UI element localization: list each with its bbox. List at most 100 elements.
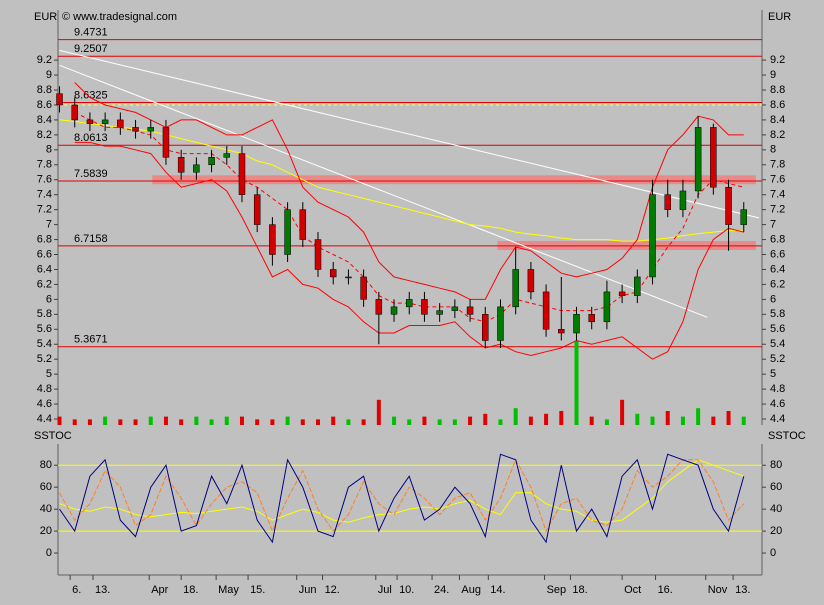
y-tick-label: 4.4 [770, 413, 785, 425]
y-tick-label: 4.8 [770, 383, 785, 395]
candle-body [86, 119, 94, 124]
y-tick-label: 20 [770, 525, 782, 537]
y-tick-label: 7.2 [770, 204, 785, 216]
level-label: 8.6325 [74, 89, 108, 101]
y-tick-label: 9.2 [37, 54, 52, 66]
y-tick-label: 7.6 [37, 174, 52, 186]
y-tick-label: 5.4 [770, 338, 785, 350]
volume-bar [209, 419, 214, 425]
y-tick-label: 7.8 [37, 159, 52, 171]
volume-bar [574, 341, 579, 425]
candle-body [269, 224, 276, 255]
x-tick-label: Oct [624, 584, 641, 596]
candle-body [253, 194, 261, 225]
y-tick-label: 6.8 [770, 233, 785, 245]
candle-body [512, 269, 519, 308]
candle-body [284, 209, 291, 255]
stoch-line [59, 459, 744, 523]
candle-body [208, 157, 215, 166]
axis-label-left: EUR [34, 11, 57, 23]
y-tick-label: 8.2 [770, 129, 785, 141]
volume-bar [498, 419, 503, 425]
axis-label-right: EUR [768, 11, 791, 23]
candle-body [132, 127, 139, 132]
y-tick-label: 6 [46, 293, 52, 305]
volume-bar [437, 419, 442, 425]
y-tick-label: 8.6 [37, 99, 52, 111]
candle-body [390, 306, 398, 315]
candle-body [679, 190, 687, 210]
y-tick-label: 80 [40, 459, 52, 471]
candle-body [527, 269, 535, 293]
candle-body [360, 276, 367, 300]
x-tick-label: Jul [378, 584, 392, 596]
candle-body [558, 329, 565, 334]
volume-bar [148, 416, 153, 425]
candle-body [436, 310, 443, 315]
y-tick-label: 7.8 [770, 159, 785, 171]
axis-label-right: SSTOC [768, 430, 806, 442]
candle-body [117, 119, 124, 128]
candle-body [299, 209, 307, 240]
volume-bar [239, 416, 244, 425]
x-tick-label: Aug [461, 584, 481, 596]
volume-bar [741, 416, 746, 425]
y-tick-label: 8 [770, 144, 776, 156]
band-upper [74, 82, 744, 300]
x-tick-label: May [218, 584, 239, 596]
volume-bar [133, 419, 138, 425]
volume-bar [361, 419, 366, 425]
x-tick-label: 12. [325, 584, 340, 596]
volume-bar [620, 399, 625, 425]
y-tick-label: 5 [770, 368, 776, 380]
candle-body [345, 276, 352, 279]
copyright: © www.tradesignal.com [62, 11, 177, 23]
candle-body [740, 209, 748, 225]
y-tick-label: 0 [770, 547, 776, 559]
volume-bar [483, 413, 488, 425]
x-tick-label: 18. [572, 584, 587, 596]
y-tick-label: 80 [770, 459, 782, 471]
axis-label-left: SSTOC [34, 430, 72, 442]
y-tick-label: 5.6 [770, 323, 785, 335]
x-tick-label: 6. [72, 584, 81, 596]
candle-body [573, 314, 580, 334]
volume-bar [589, 416, 594, 425]
volume-bar [392, 416, 397, 425]
volume-bar [87, 419, 92, 425]
candle-body [101, 119, 109, 124]
y-tick-label: 6.4 [770, 263, 785, 275]
y-tick-label: 7.4 [37, 189, 52, 201]
y-tick-label: 20 [40, 525, 52, 537]
x-tick-label: 13. [735, 584, 750, 596]
volume-bar [711, 416, 716, 425]
candle-body [542, 291, 550, 330]
volume-bar [665, 411, 670, 425]
y-tick-label: 8.2 [37, 129, 52, 141]
volume-bar [103, 416, 108, 425]
volume-bar [118, 419, 123, 425]
y-tick-label: 7 [770, 219, 776, 231]
y-tick-label: 6.8 [37, 233, 52, 245]
y-tick-label: 6.6 [770, 248, 785, 260]
volume-bar [559, 411, 564, 425]
volume-bar [376, 399, 381, 425]
volume-bar [346, 419, 351, 425]
volume-bar [513, 408, 518, 425]
candle-body [162, 127, 170, 158]
volume-bar [635, 413, 640, 425]
candle-body [193, 164, 200, 173]
volume-bar [604, 419, 609, 425]
candle-body [710, 127, 717, 188]
y-tick-label: 8 [46, 144, 52, 156]
candle-body [466, 306, 474, 315]
y-tick-label: 6.2 [37, 278, 52, 290]
x-tick-label: 15. [250, 584, 265, 596]
y-tick-label: 6.2 [770, 278, 785, 290]
volume-bar [650, 416, 655, 425]
y-tick-label: 7.4 [770, 189, 785, 201]
candle-body [405, 299, 413, 308]
candle-body [56, 93, 63, 106]
x-tick-label: 13. [95, 584, 110, 596]
